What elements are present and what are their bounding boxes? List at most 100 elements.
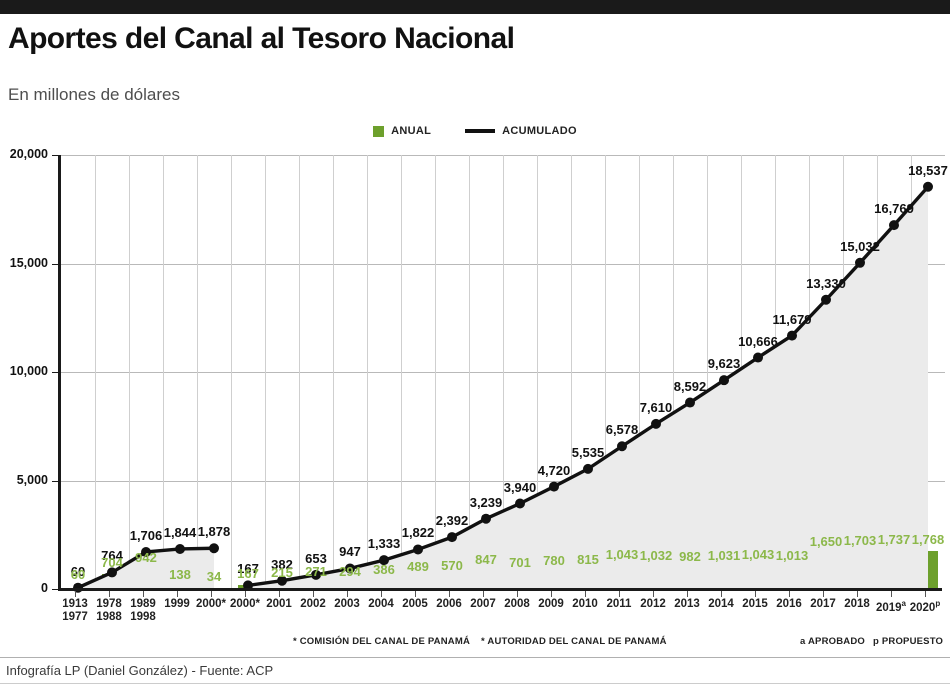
vertical-gridline <box>333 155 334 589</box>
annual-value-label: 1,043 <box>741 547 775 563</box>
cumulative-point <box>889 220 899 231</box>
annual-value-label: 982 <box>679 548 701 564</box>
legend-item-anual: ANUAL <box>373 125 431 137</box>
cumulative-value-label: 13,330 <box>806 275 846 291</box>
cumulative-value-label: 11,679 <box>772 311 812 327</box>
cumulative-value-label: 167 <box>237 561 259 577</box>
legend-label-acumulado: ACUMULADO <box>502 125 577 137</box>
cumulative-point <box>855 257 865 268</box>
cumulative-point <box>277 575 287 586</box>
cumulative-value-label: 947 <box>339 544 361 560</box>
annual-value-label: 138 <box>169 567 191 582</box>
x-tick-mark <box>347 591 348 597</box>
cumulative-area <box>248 186 928 589</box>
x-tick-mark <box>585 591 586 597</box>
legend-swatch-icon <box>373 125 385 137</box>
vertical-gridline <box>503 155 504 589</box>
vertical-gridline <box>435 155 436 589</box>
x-axis-tick-label: 2011 <box>606 598 632 610</box>
annual-value-label: 167 <box>237 566 259 582</box>
x-tick-mark <box>891 591 892 597</box>
footnote-autoridad: * AUTORIDAD DEL CANAL DE PANAMÁ <box>481 636 667 647</box>
cumulative-point <box>753 352 763 363</box>
x-axis-tick-label: 2000* <box>195 598 227 610</box>
cumulative-area-early <box>78 548 214 589</box>
chart-plot-area: 60 764 1,706 1,844 1,878 167 382 653 947 1,333 1,8… <box>52 155 948 593</box>
x-axis-tick-label: 1913 1977 <box>62 598 88 623</box>
vertical-gridline <box>231 155 232 589</box>
footnote-propuesto-text: PROPUESTO <box>881 636 944 647</box>
cumulative-value-label: 10,666 <box>738 333 778 349</box>
y-axis-tick-label: 15,000 <box>9 255 48 270</box>
annual-value-label: 1,737 <box>877 532 911 548</box>
x-axis-line <box>58 588 942 591</box>
x-axis-tick-label: 2007 <box>470 598 496 610</box>
annual-value-label: 780 <box>543 553 565 569</box>
x-axis-tick-label: 2010 <box>572 598 598 610</box>
cumulative-point <box>923 181 933 192</box>
cumulative-value-label: 4,720 <box>537 462 571 478</box>
y-axis-tick-label: 0 <box>41 581 48 595</box>
top-accent-bar <box>0 0 950 14</box>
x-axis-tick-label: 2019a <box>875 599 906 614</box>
annual-value-label: 847 <box>475 551 497 567</box>
cumulative-value-label: 18,537 <box>908 162 948 178</box>
x-axis-tick-label: 2012 <box>640 598 666 610</box>
vertical-gridline <box>163 155 164 589</box>
x-axis-tick-label: 2018 <box>844 598 870 610</box>
cumulative-point <box>447 532 457 543</box>
x-axis-tick-label: 2015 <box>742 598 768 610</box>
legend-item-acumulado: ACUMULADO <box>465 125 577 137</box>
y-axis-tick-label: 5,000 <box>16 472 48 487</box>
cumulative-value-label: 1,844 <box>163 524 197 540</box>
cumulative-point <box>549 481 559 492</box>
x-tick-mark <box>857 591 858 597</box>
cumulative-point <box>243 580 253 591</box>
cumulative-point <box>379 555 389 566</box>
cumulative-value-label: 5,535 <box>571 444 605 460</box>
x-tick-mark <box>109 591 110 597</box>
cumulative-point <box>481 513 491 524</box>
annual-value-label: 489 <box>407 559 429 575</box>
vertical-gridline <box>401 155 402 589</box>
annual-value-label: 1,013 <box>775 548 809 564</box>
cumulative-value-label: 1,878 <box>197 524 231 540</box>
cumulative-point <box>685 397 695 408</box>
x-tick-mark <box>925 591 926 597</box>
x-axis-tick-label: 2003 <box>334 598 360 610</box>
annual-value-label: 1,768 <box>911 531 945 547</box>
y-tick-mark <box>52 155 61 156</box>
x-axis-tick-label: 2013 <box>674 598 700 610</box>
annual-value-label: 704 <box>101 554 123 570</box>
cumulative-point <box>311 569 321 580</box>
x-tick-mark <box>789 591 790 597</box>
footnote-propuesto-key: p <box>873 636 880 647</box>
cumulative-point <box>617 441 627 452</box>
x-axis-tick-label: 2000* <box>229 598 261 610</box>
cumulative-value-label: 15,032 <box>840 238 880 254</box>
cumulative-value-label: 653 <box>305 550 327 566</box>
x-tick-mark <box>721 591 722 597</box>
chart-legend: ANUAL ACUMULADO <box>0 120 950 142</box>
x-axis-tick-label: 2016 <box>776 598 802 610</box>
cumulative-value-label: 7,610 <box>639 399 673 415</box>
x-tick-mark <box>381 591 382 597</box>
cumulative-value-label: 8,592 <box>673 378 707 394</box>
annual-value-label: 701 <box>509 554 531 570</box>
x-axis-tick-label: 2020p <box>909 599 941 614</box>
x-tick-mark <box>211 591 212 597</box>
page-title: Aportes del Canal al Tesoro Nacional <box>8 22 515 55</box>
x-tick-mark <box>75 591 76 597</box>
cumulative-point <box>141 546 151 557</box>
cumulative-value-label: 16,769 <box>874 201 914 217</box>
cumulative-point <box>413 544 423 555</box>
cumulative-value-label: 3,940 <box>503 479 537 495</box>
x-tick-mark <box>823 591 824 597</box>
legend-label-anual: ANUAL <box>391 125 432 137</box>
x-axis-tick-label: 2001 <box>266 598 292 610</box>
x-axis-tick-label: 1989 1998 <box>130 598 156 623</box>
annual-value-label: 60 <box>70 567 86 582</box>
annual-value-label: 294 <box>339 563 361 579</box>
x-axis-tick-label: 2008 <box>504 598 530 610</box>
cumulative-line <box>73 181 933 593</box>
